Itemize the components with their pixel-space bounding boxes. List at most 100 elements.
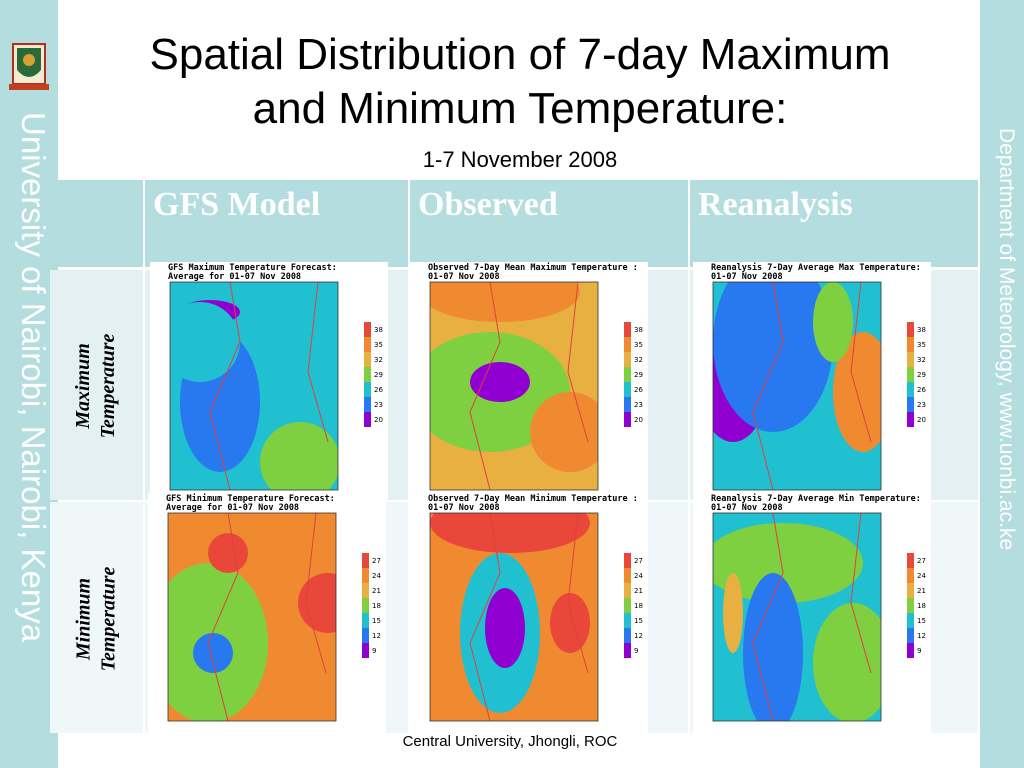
legend-swatch [364, 412, 371, 427]
legend-label: 29 [917, 371, 926, 379]
legend-swatch [907, 613, 914, 628]
legend-label: 20 [917, 416, 926, 424]
legend-label: 29 [634, 371, 643, 379]
header-cell: Reanalysis [690, 180, 978, 267]
sidebar-text: University of Nairobi, Nairobi, Kenya [15, 112, 52, 643]
legend-label: 35 [917, 341, 926, 349]
legend-swatch [624, 568, 631, 583]
legend-label: 29 [374, 371, 383, 379]
legend-swatch [624, 322, 631, 337]
legend-swatch [907, 382, 914, 397]
legend-label: 20 [634, 416, 643, 424]
map: Reanalysis 7-Day Average Min Temperature… [693, 493, 931, 733]
border-line [469, 513, 589, 721]
title-line: Spatial Distribution of 7-day Maximum [149, 30, 891, 79]
map-title: Reanalysis 7-Day Average Max Temperature… [711, 262, 921, 273]
map-title: 01-07 Nov 2008 [428, 503, 500, 513]
legend-swatch [624, 412, 631, 427]
contour-region [170, 302, 240, 382]
row-label: Minimum Temperature [71, 502, 123, 735]
legend-label: 32 [917, 356, 926, 364]
legend-swatch [624, 583, 631, 598]
legend-label: 26 [634, 386, 643, 394]
contour-region [193, 633, 233, 673]
legend-swatch [907, 568, 914, 583]
title: Spatial Distribution of 7-day Maximum an… [60, 28, 980, 136]
legend-swatch [624, 553, 631, 568]
legend-label: 20 [374, 416, 383, 424]
legend-label: 32 [374, 356, 383, 364]
contour-region [550, 593, 590, 653]
map: Observed 7-Day Mean Maximum Temperature … [410, 262, 648, 502]
legend-swatch [624, 643, 631, 658]
contour-region [430, 282, 580, 322]
legend-swatch [624, 598, 631, 613]
legend-label: 21 [372, 587, 381, 595]
legend-swatch [907, 412, 914, 427]
legend-swatch [362, 628, 369, 643]
contour-region [208, 533, 248, 573]
legend-label: 23 [634, 401, 643, 409]
legend-label: 23 [374, 401, 383, 409]
contour-region [723, 573, 743, 653]
legend-swatch [364, 322, 371, 337]
map-frame [712, 281, 882, 491]
map-title: 01-07 Nov 2008 [711, 272, 783, 282]
row-label-line: Temperature [97, 333, 119, 439]
legend-label: 38 [374, 326, 383, 334]
map: GFS Minimum Temperature Forecast:Average… [148, 493, 386, 733]
map-title: Average for 01-07 Nov 2008 [168, 272, 301, 282]
header-cell [50, 180, 143, 267]
map: Observed 7-Day Mean Minimum Temperature … [410, 493, 648, 733]
legend-swatch [624, 352, 631, 367]
map-title: Observed 7-Day Mean Maximum Temperature … [428, 262, 638, 273]
title-line: and Minimum Temperature: [252, 84, 788, 133]
map-title: GFS Minimum Temperature Forecast: [166, 493, 335, 504]
table-cell [50, 270, 143, 500]
contour-region [260, 322, 338, 442]
border-line [209, 282, 329, 490]
map-frame [712, 512, 882, 722]
legend-label: 18 [917, 602, 926, 610]
legend-swatch [907, 367, 914, 382]
map-contours [168, 513, 336, 721]
legend-label: 12 [917, 632, 926, 640]
legend-swatch [907, 598, 914, 613]
legend-label: 27 [634, 557, 643, 565]
legend-swatch [364, 397, 371, 412]
legend-label: 35 [374, 341, 383, 349]
contour-region [813, 603, 881, 721]
map-title: Reanalysis 7-Day Average Min Temperature… [711, 493, 921, 504]
legend-swatch [624, 397, 631, 412]
footer: Central University, Jhongli, ROC [402, 733, 618, 750]
legend-swatch [364, 337, 371, 352]
legend-label: 27 [917, 557, 926, 565]
right-sidebar: Department of Meteorology, www.uonbi.ac.… [980, 0, 1024, 768]
map: GFS Maximum Temperature Forecast:Average… [150, 262, 388, 502]
legend-label: 21 [634, 587, 643, 595]
legend-label: 15 [634, 617, 643, 625]
map-frame [167, 512, 337, 722]
legend-swatch [364, 382, 371, 397]
map: Reanalysis 7-Day Average Max Temperature… [693, 262, 931, 502]
legend-label: 35 [634, 341, 643, 349]
logo [9, 43, 49, 90]
legend-swatch [907, 352, 914, 367]
contour-region [743, 573, 803, 721]
legend-swatch [364, 367, 371, 382]
contour-region [713, 282, 833, 432]
legend-swatch [907, 337, 914, 352]
legend-swatch [907, 553, 914, 568]
legend-swatch [907, 628, 914, 643]
contour-region [713, 523, 863, 603]
legend-swatch [624, 613, 631, 628]
legend-swatch [624, 367, 631, 382]
legend-label: 27 [372, 557, 381, 565]
legend-swatch [362, 568, 369, 583]
header-cell: Observed [410, 180, 688, 267]
legend-label: 15 [372, 617, 381, 625]
contour-region [813, 282, 853, 362]
legend-swatch [907, 583, 914, 598]
legend-swatch [907, 397, 914, 412]
